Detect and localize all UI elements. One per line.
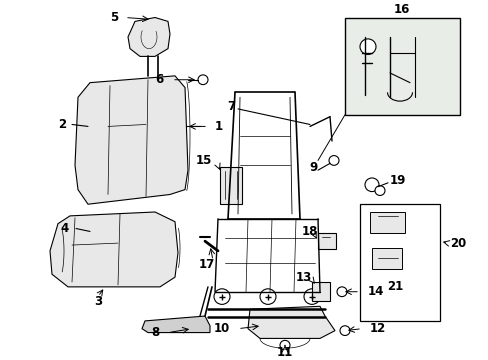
Circle shape (339, 326, 349, 336)
Circle shape (328, 156, 338, 165)
Polygon shape (142, 316, 209, 333)
Polygon shape (247, 306, 334, 338)
Polygon shape (75, 76, 187, 204)
Text: 4: 4 (61, 222, 69, 235)
Text: 2: 2 (58, 118, 66, 131)
Bar (311, 282, 329, 301)
Text: 12: 12 (369, 322, 386, 335)
Circle shape (359, 39, 375, 54)
Bar (317, 233, 335, 249)
Text: 3: 3 (94, 295, 102, 308)
Bar (345, 18, 459, 115)
Text: 5: 5 (109, 11, 118, 24)
Circle shape (198, 75, 207, 85)
Text: 7: 7 (226, 100, 235, 113)
Text: 8: 8 (151, 326, 160, 339)
Bar (220, 167, 242, 204)
Text: 16: 16 (393, 3, 409, 16)
Circle shape (280, 340, 289, 350)
Text: 21: 21 (386, 280, 402, 293)
Text: 20: 20 (449, 237, 465, 249)
Polygon shape (50, 212, 178, 287)
Text: 1: 1 (215, 120, 223, 133)
Text: 19: 19 (389, 174, 406, 187)
Circle shape (260, 289, 275, 304)
Text: 13: 13 (295, 271, 311, 284)
Bar (371, 248, 401, 269)
Text: 18: 18 (301, 225, 317, 238)
Text: 15: 15 (195, 154, 212, 167)
Text: 10: 10 (213, 322, 229, 335)
Text: 11: 11 (276, 346, 292, 359)
Text: 6: 6 (154, 73, 163, 86)
Polygon shape (128, 18, 170, 57)
Bar (359, 204, 439, 321)
Text: 14: 14 (367, 285, 384, 298)
Circle shape (374, 186, 384, 195)
Circle shape (336, 287, 346, 297)
Text: 17: 17 (198, 258, 215, 271)
Text: 9: 9 (309, 161, 317, 174)
Bar (369, 212, 404, 233)
Circle shape (214, 289, 229, 304)
Circle shape (304, 289, 319, 304)
Circle shape (364, 178, 378, 192)
